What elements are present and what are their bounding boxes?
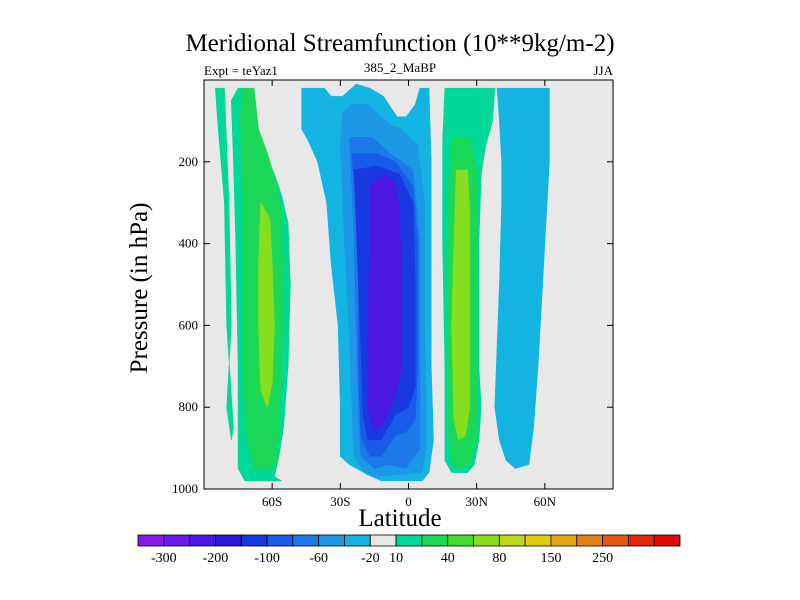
season-label: JJA (593, 63, 613, 78)
colorbar-box (163, 534, 191, 547)
colorbar-label: 80 (492, 551, 506, 566)
contour-regions (215, 83, 550, 482)
colorbar-box (369, 534, 397, 547)
colorbar-box (292, 534, 320, 547)
x-axis-label: Latitude (358, 505, 442, 532)
colorbar-label: 10 (389, 551, 403, 566)
colorbar-box (344, 534, 371, 547)
colorbar-box (602, 534, 629, 547)
colorbar-label: -20 (361, 551, 380, 566)
colorbar-box (421, 534, 449, 547)
x-tick-label: 60S (262, 494, 282, 509)
contour-region-nh-hadley-core (451, 169, 471, 441)
contour-region-nh-ferrel (494, 87, 550, 469)
colorbar-box (627, 534, 655, 547)
contour-region-sh-ferrel-outer-tongue (215, 87, 234, 441)
axis-ticks: 60S 30S 0 30N 60N 200 400 600 800 1000 (172, 80, 613, 509)
colorbar-box (137, 534, 165, 547)
colorbar-box (395, 534, 423, 547)
colorbar-box (524, 534, 552, 547)
x-tick-label: 30S (330, 494, 350, 509)
case-label: 385_2_MaBP (363, 60, 437, 75)
colorbar-box (189, 534, 216, 547)
y-tick-label: 600 (179, 317, 199, 332)
y-tick-label: 800 (179, 399, 199, 414)
colorbar-box (240, 534, 268, 547)
contour-region-sh-hadley-core (367, 173, 403, 433)
y-tick-label: 1000 (172, 481, 198, 496)
colorbar-box (215, 534, 242, 547)
x-tick-label: 30N (465, 494, 488, 509)
colorbar-box (447, 534, 474, 547)
chart-title: Meridional Streamfunction (10**9kg/m-2) (185, 30, 615, 57)
colorbar-label: 150 (540, 551, 561, 566)
colorbar-label: 40 (441, 551, 455, 566)
colorbar-label: 250 (592, 551, 613, 566)
colorbar-label: -60 (309, 551, 328, 566)
colorbar-box (653, 534, 681, 547)
x-tick-label: 0 (405, 494, 412, 509)
colorbar-label: -300 (151, 551, 177, 566)
experiment-label: Expt = teYaz1 (204, 63, 278, 78)
x-tick-label: 60N (534, 494, 557, 509)
colorbar: -300 -200 -100 -60 -20 10 40 80 150 250 (137, 534, 681, 566)
colorbar-box (473, 534, 500, 547)
colorbar-box (498, 534, 526, 547)
colorbar-box (550, 534, 578, 547)
contour-region-sh-ferrel-max (258, 202, 275, 408)
colorbar-label: -100 (254, 551, 280, 566)
colorbar-box (266, 534, 294, 547)
colorbar-box (576, 534, 603, 547)
y-tick-label: 400 (179, 236, 199, 251)
colorbar-box (318, 534, 345, 547)
y-tick-label: 200 (179, 154, 199, 169)
colorbar-label: -200 (203, 551, 229, 566)
